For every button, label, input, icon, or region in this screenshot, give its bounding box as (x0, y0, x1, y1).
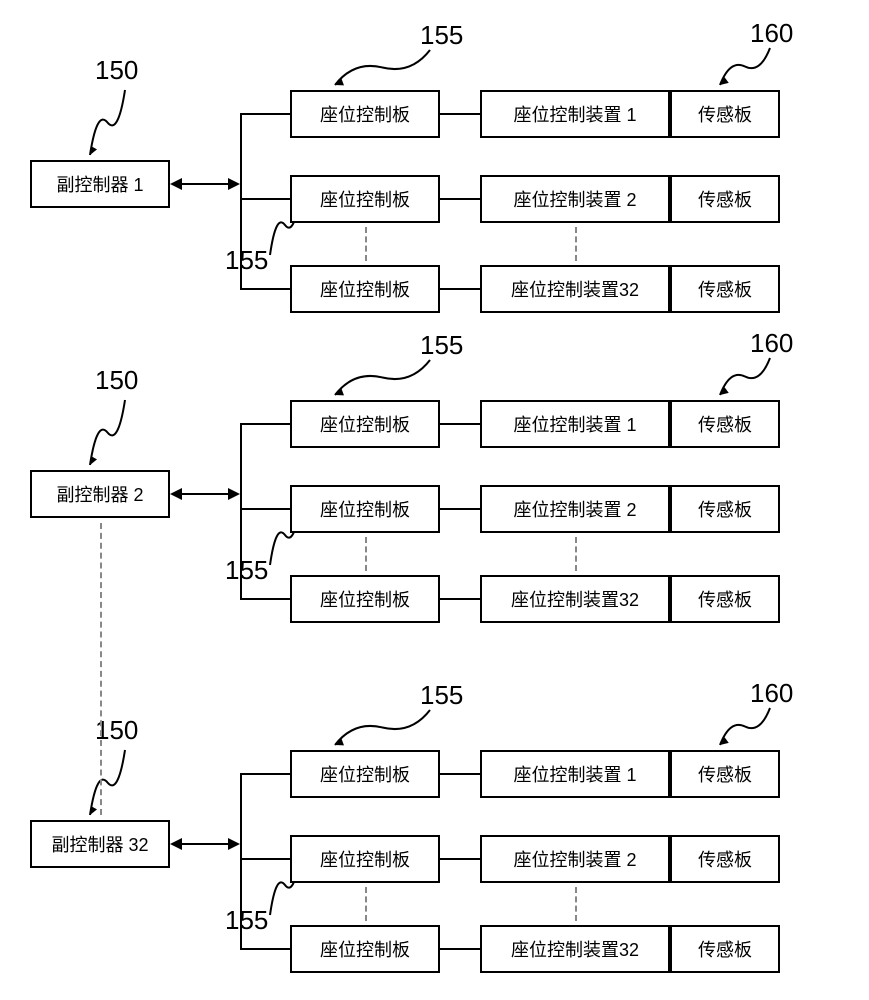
device-box: 座位控制装置 2 (480, 175, 670, 223)
sensor-box: 传感板 (670, 750, 780, 798)
panel-box: 座位控制板 (290, 485, 440, 533)
device-box: 座位控制装置 1 (480, 400, 670, 448)
panel-device-connector (440, 198, 480, 200)
bus-branch (240, 858, 290, 860)
bus-branch (240, 598, 290, 600)
panel-device-connector (440, 113, 480, 115)
sensor-box: 传感板 (670, 925, 780, 973)
panel-device-connector (440, 288, 480, 290)
panel-device-connector (440, 423, 480, 425)
ellipsis-dash (365, 537, 367, 571)
bus-vertical (240, 114, 242, 289)
panel-device-connector (440, 773, 480, 775)
device-box: 座位控制装置 1 (480, 750, 670, 798)
ellipsis-dash (575, 887, 577, 921)
bus-branch (240, 113, 290, 115)
bus-branch (240, 508, 290, 510)
panel-box: 座位控制板 (290, 400, 440, 448)
panel-device-connector (440, 858, 480, 860)
double-arrow-controller (170, 174, 240, 194)
bus-branch (240, 288, 290, 290)
device-box: 座位控制装置32 (480, 575, 670, 623)
ellipsis-dash (575, 537, 577, 571)
panel-device-connector (440, 598, 480, 600)
panel-device-connector (440, 948, 480, 950)
sensor-box: 传感板 (670, 835, 780, 883)
bus-vertical (240, 424, 242, 599)
ellipsis-dash (575, 227, 577, 261)
panel-box: 座位控制板 (290, 265, 440, 313)
sensor-box: 传感板 (670, 265, 780, 313)
bus-branch (240, 198, 290, 200)
bus-branch (240, 948, 290, 950)
bus-vertical (240, 774, 242, 949)
sensor-box: 传感板 (670, 175, 780, 223)
bus-branch (240, 423, 290, 425)
double-arrow-controller (170, 484, 240, 504)
device-box: 座位控制装置 1 (480, 90, 670, 138)
sensor-box: 传感板 (670, 485, 780, 533)
ref-arrow-controller (80, 80, 155, 185)
ellipsis-dash (365, 227, 367, 261)
panel-box: 座位控制板 (290, 750, 440, 798)
ref-arrow-controller (80, 390, 155, 495)
panel-box: 座位控制板 (290, 925, 440, 973)
ref-arrow-controller (80, 740, 155, 845)
sensor-box: 传感板 (670, 575, 780, 623)
controller-ellipsis-dash (100, 523, 102, 815)
bus-branch (240, 773, 290, 775)
device-box: 座位控制装置 2 (480, 835, 670, 883)
device-box: 座位控制装置 2 (480, 485, 670, 533)
panel-box: 座位控制板 (290, 90, 440, 138)
panel-box: 座位控制板 (290, 835, 440, 883)
device-box: 座位控制装置32 (480, 265, 670, 313)
panel-box: 座位控制板 (290, 175, 440, 223)
ellipsis-dash (365, 887, 367, 921)
panel-box: 座位控制板 (290, 575, 440, 623)
sensor-box: 传感板 (670, 90, 780, 138)
sensor-box: 传感板 (670, 400, 780, 448)
panel-device-connector (440, 508, 480, 510)
device-box: 座位控制装置32 (480, 925, 670, 973)
double-arrow-controller (170, 834, 240, 854)
